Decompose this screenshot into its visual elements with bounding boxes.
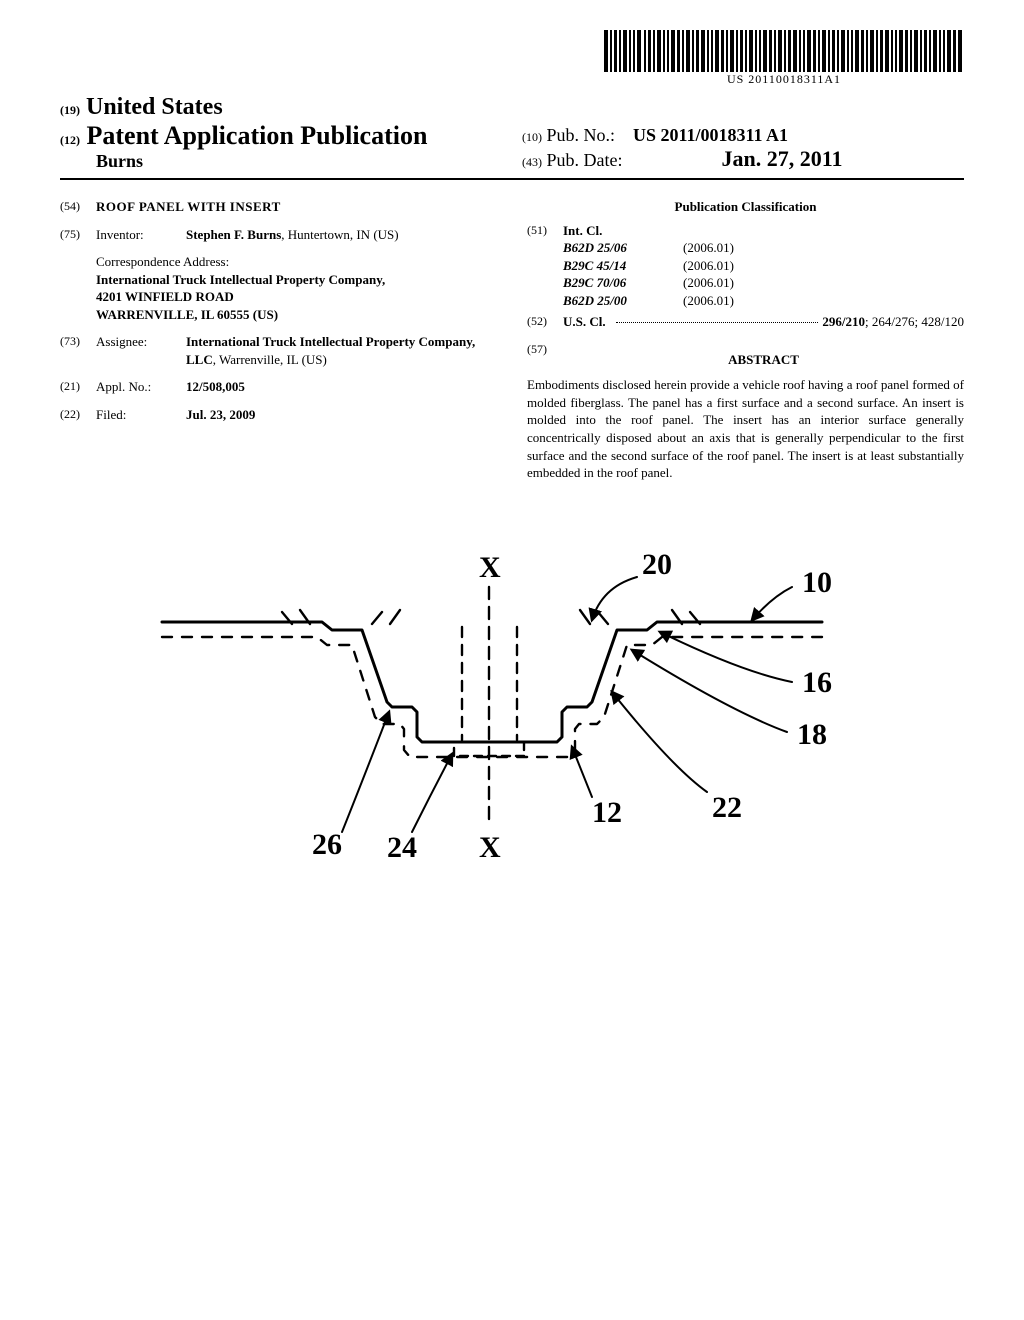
figure-label-x-top: X [479, 551, 501, 584]
barcode-graphic [604, 30, 964, 72]
appl-no-value: 12/508,005 [186, 378, 497, 396]
appl-no-field: (21) Appl. No.: 12/508,005 [60, 378, 497, 396]
assignee-rest: , Warrenville, IL (US) [213, 352, 327, 367]
pub-date-value: Jan. 27, 2011 [722, 146, 843, 171]
ipc-item: B29C 70/06 (2006.01) [563, 274, 964, 292]
title-field: (54) ROOF PANEL WITH INSERT [60, 198, 497, 216]
ipc-symbol: B62D 25/06 [563, 239, 683, 257]
barcode-text: US 20110018311A1 [604, 72, 964, 87]
appl-no-code: (21) [60, 378, 96, 396]
header-rule [60, 178, 964, 180]
figure-label-22: 22 [712, 791, 742, 824]
assignee-field: (73) Assignee: International Truck Intel… [60, 333, 497, 368]
ipc-symbol: B29C 70/06 [563, 274, 683, 292]
intcl-code: (51) [527, 222, 563, 310]
author-surname: Burns [96, 151, 143, 171]
ipc-symbol: B62D 25/00 [563, 292, 683, 310]
uscl-main: 296/210 [822, 314, 865, 329]
header-right: (10) Pub. No.: US 2011/0018311 A1 (43) P… [502, 125, 964, 172]
right-column: Publication Classification (51) Int. Cl.… [527, 198, 964, 482]
figure-label-12: 12 [592, 796, 622, 829]
ipc-item: B62D 25/06 (2006.01) [563, 239, 964, 257]
uscl-rest: ; 264/276; 428/120 [865, 314, 964, 329]
barcode-region: US 20110018311A1 [60, 30, 964, 88]
figure-label-26: 26 [312, 828, 342, 861]
intcl-label: Int. Cl. [563, 222, 964, 240]
figure-label-20: 20 [642, 548, 672, 581]
ipc-item: B29C 45/14 (2006.01) [563, 257, 964, 275]
ipc-version: (2006.01) [683, 239, 734, 257]
ipc-version: (2006.01) [683, 257, 734, 275]
figure-svg: X X 20 10 16 18 22 12 24 26 [132, 532, 892, 912]
pub-no-label: Pub. No.: [547, 125, 616, 145]
ipc-symbol: B29C 45/14 [563, 257, 683, 275]
figure-label-10: 10 [802, 566, 832, 599]
abstract-text: Embodiments disclosed herein provide a v… [527, 376, 964, 481]
pub-no-value: US 2011/0018311 A1 [633, 125, 788, 145]
abstract-code: (57) [527, 341, 563, 375]
inventor-field: (75) Inventor: Stephen F. Burns, Huntert… [60, 226, 497, 244]
doc-kind-code: (12) [60, 133, 80, 147]
jurisdiction-code: (19) [60, 103, 80, 117]
filed-label: Filed: [96, 406, 186, 424]
filed-field: (22) Filed: Jul. 23, 2009 [60, 406, 497, 424]
inventor-rest: , Huntertown, IN (US) [281, 227, 398, 242]
patent-figure: X X 20 10 16 18 22 12 24 26 [60, 532, 964, 917]
uscl-values: 296/210; 264/276; 428/120 [822, 313, 964, 331]
ipc-version: (2006.01) [683, 274, 734, 292]
appl-no-label: Appl. No.: [96, 378, 186, 396]
correspondence-label: Correspondence Address: [96, 253, 497, 271]
figure-label-x-bottom: X [479, 831, 501, 864]
title-code: (54) [60, 198, 96, 216]
inventor-label: Inventor: [96, 226, 186, 244]
figure-label-18: 18 [797, 718, 827, 751]
figure-label-24: 24 [387, 831, 417, 864]
ipc-list: B62D 25/06 (2006.01) B29C 45/14 (2006.01… [563, 239, 964, 309]
figure-label-16: 16 [802, 666, 832, 699]
doc-kind: Patent Application Publication [87, 121, 428, 150]
jurisdiction: United States [86, 94, 223, 120]
uscl-field: (52) U.S. Cl. 296/210; 264/276; 428/120 [527, 313, 964, 331]
classification-heading: Publication Classification [527, 198, 964, 216]
left-column: (54) ROOF PANEL WITH INSERT (75) Invento… [60, 198, 497, 482]
correspondence-line1: International Truck Intellectual Propert… [96, 271, 497, 289]
filed-code: (22) [60, 406, 96, 424]
correspondence-line3: WARRENVILLE, IL 60555 (US) [96, 306, 497, 324]
assignee-label: Assignee: [96, 333, 186, 368]
abstract-field: (57) ABSTRACT [527, 341, 964, 375]
abstract-heading: ABSTRACT [563, 351, 964, 369]
bibliographic-columns: (54) ROOF PANEL WITH INSERT (75) Invento… [60, 198, 964, 482]
ipc-version: (2006.01) [683, 292, 734, 310]
correspondence-line2: 4201 WINFIELD ROAD [96, 288, 497, 306]
inventor-name: Stephen F. Burns [186, 227, 281, 242]
header-left: (19) United States (12) Patent Applicati… [60, 94, 502, 172]
uscl-label: U.S. Cl. [563, 313, 606, 331]
filed-value: Jul. 23, 2009 [186, 406, 497, 424]
correspondence-address: Correspondence Address: International Tr… [96, 253, 497, 323]
inventor-value: Stephen F. Burns, Huntertown, IN (US) [186, 226, 497, 244]
invention-title: ROOF PANEL WITH INSERT [96, 198, 497, 216]
pub-no-code: (10) [522, 130, 542, 144]
publication-header: (19) United States (12) Patent Applicati… [60, 94, 964, 172]
ipc-item: B62D 25/00 (2006.01) [563, 292, 964, 310]
assignee-value: International Truck Intellectual Propert… [186, 333, 497, 368]
assignee-code: (73) [60, 333, 96, 368]
pub-date-code: (43) [522, 155, 542, 169]
intcl-field: (51) Int. Cl. B62D 25/06 (2006.01) B29C … [527, 222, 964, 310]
barcode: US 20110018311A1 [604, 30, 964, 87]
uscl-dots [616, 313, 819, 323]
uscl-code: (52) [527, 313, 563, 331]
pub-date-label: Pub. Date: [547, 150, 623, 170]
inventor-code: (75) [60, 226, 96, 244]
